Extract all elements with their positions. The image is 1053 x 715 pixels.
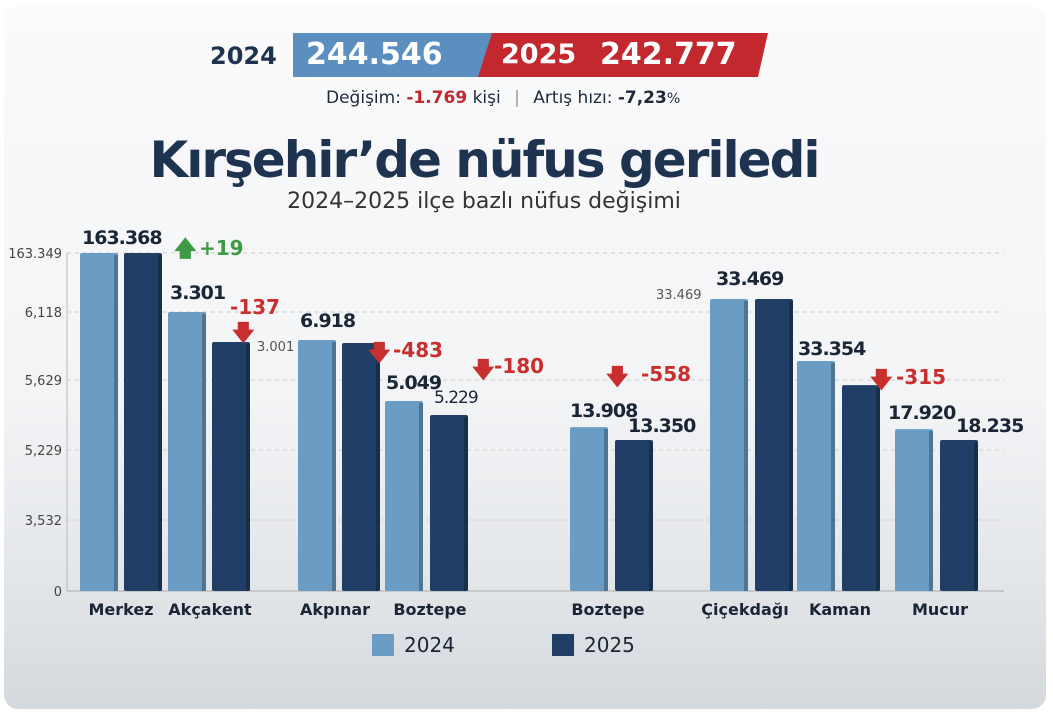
category-label: Akçakent [168, 600, 252, 619]
bar-shade [744, 301, 748, 591]
change-label: -137 [230, 295, 281, 319]
bar-2025-boztepe [615, 440, 653, 591]
value-label: 5.049 [386, 372, 442, 394]
value-label: 5.229 [434, 388, 479, 408]
rate-unit: % [666, 91, 681, 107]
bar-chart: 0 3,532 5,229 5,629 6,118 163.349 [8, 247, 1004, 600]
value-label: 17.920 [888, 402, 956, 424]
category-label: Kaman [808, 600, 872, 619]
bar-2024-akpınar [298, 339, 336, 591]
bar-2025-kaman [842, 385, 880, 591]
change-value: -1.769 [406, 88, 468, 108]
change-label: -180 [494, 354, 545, 378]
bar-2024-kaman [797, 360, 835, 591]
category-label: Çiçekdağı [701, 600, 789, 619]
bar-2025-çiçekdağı [755, 299, 793, 591]
bar-shade [332, 341, 336, 591]
y-tick-label: 3,532 [25, 514, 62, 529]
value-label: 18.235 [956, 415, 1024, 437]
y-tick-label: 5,229 [25, 444, 62, 459]
total-2024-box [293, 33, 493, 77]
value-label: 6.918 [300, 310, 356, 332]
value-label: 3.301 [170, 282, 226, 304]
bar-shade [789, 301, 793, 591]
y-tick-label: 0 [54, 585, 62, 600]
bar-shade [158, 255, 162, 591]
bar-shade [876, 387, 880, 591]
bar-2024-boztepe [570, 427, 608, 591]
bar-shade [929, 431, 933, 591]
total-2025-value: 242.777 [600, 37, 737, 72]
bar-2025-merkez [124, 253, 162, 591]
bar-shade [649, 442, 653, 591]
bar-2024-çiçekdağı [710, 299, 748, 591]
category-label: Mucur [911, 600, 969, 619]
change-unit: kişi [472, 88, 501, 108]
year-2024-label: 2024 [210, 42, 277, 70]
bar-shade [246, 344, 250, 591]
bar-shade [974, 442, 978, 591]
bar-2024-akçakent [168, 311, 206, 591]
category-label: Boztepe [393, 600, 467, 619]
bar-2025-akçakent [212, 342, 250, 591]
arrow-down-icon: 🡇 [232, 321, 255, 346]
category-label: Boztepe [571, 600, 645, 619]
rate-value: -7,23 [617, 88, 667, 108]
extra-label: 3.001 [257, 340, 295, 355]
value-label: 33.354 [798, 338, 866, 360]
value-label: 13.350 [628, 415, 696, 437]
y-tick-label: 6,118 [25, 306, 62, 321]
separator: | [514, 88, 520, 108]
bar-2025-mucur [940, 440, 978, 591]
bar-shade [464, 417, 468, 591]
y-tick-label: 5,629 [25, 374, 62, 389]
bar-2024-boztepe [385, 401, 423, 591]
bar-shade [604, 429, 608, 591]
arrow-down-icon: 🡇 [472, 358, 495, 383]
arrow-up-icon: 🡅 [174, 237, 197, 262]
total-2024-value: 244.546 [306, 37, 443, 72]
value-label: 13.908 [570, 400, 638, 422]
bar-shade [202, 313, 206, 591]
bar-shade [376, 345, 380, 591]
bar-shade [831, 362, 835, 591]
total-2025-box [478, 33, 768, 77]
category-label: Merkez [88, 600, 154, 619]
arrow-down-icon: 🡇 [606, 365, 629, 390]
change-label: -315 [896, 365, 947, 389]
change-label: -483 [393, 338, 444, 362]
value-label: 33.469 [716, 268, 784, 290]
value-label: 163.368 [82, 227, 163, 249]
page-title: Kırşehir’de nüfus geriledi [149, 131, 821, 189]
arrow-down-icon: 🡇 [368, 341, 391, 366]
legend-swatch-2025 [552, 634, 574, 656]
bar-2024-mucur [895, 429, 933, 591]
bar-2024-merkez [80, 253, 118, 591]
y-tick-label: 163.349 [8, 247, 62, 262]
bar-shade [114, 255, 118, 591]
legend-label-2024: 2024 [404, 633, 455, 657]
page-subtitle: 2024–2025 ilçe bazlı nüfus değişimi [287, 189, 681, 214]
legend-label-2025: 2025 [584, 633, 635, 657]
category-label: Akpınar [299, 600, 371, 619]
year-2025-label: 2025 [501, 39, 577, 70]
arrow-down-icon: 🡇 [870, 368, 893, 393]
change-label: Değişim: [326, 88, 401, 108]
bar-2025-akpınar [342, 343, 380, 591]
bar-shade [419, 403, 423, 591]
bar-2025-boztepe [430, 415, 468, 591]
change-stats: Değişim: -1.769 kişi | Artış hızı: -7,23… [326, 88, 680, 108]
change-label: -558 [641, 362, 692, 386]
extra-label: 33.469 [656, 288, 702, 303]
infographic-card: 2024 244.546 2025 242.777 Değişim: -1.76… [4, 6, 1046, 709]
rate-label: Artış hızı: [533, 88, 613, 108]
legend-swatch-2024 [372, 634, 394, 656]
change-label: +19 [199, 236, 244, 260]
